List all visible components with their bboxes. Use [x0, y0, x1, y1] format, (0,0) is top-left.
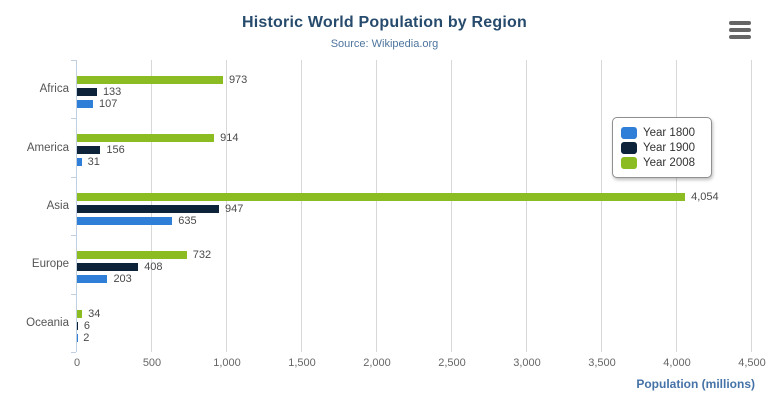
- category-axis-tick: [71, 60, 76, 61]
- bar-year-1900[interactable]: [77, 204, 220, 213]
- x-axis-title: Population (millions): [636, 377, 755, 391]
- gridline: [226, 60, 227, 352]
- bar-year-1900[interactable]: [77, 88, 97, 96]
- category-axis-tick: [71, 352, 76, 353]
- plot-area: 973 133 107 914 156 31 4,054 947 635 732 408 203 34 6…: [71, 60, 752, 353]
- bar-value-label: 133: [102, 86, 122, 98]
- x-tick-label: 3,500: [588, 357, 616, 369]
- bar-value-label: 947: [225, 202, 244, 215]
- bar-year-2008[interactable]: [77, 192, 686, 201]
- gridline: [601, 60, 602, 352]
- bar-year-2008[interactable]: [77, 251, 187, 260]
- category-axis-tick: [71, 294, 76, 295]
- category-axis-tick: [71, 235, 76, 236]
- gridline: [451, 60, 452, 352]
- category-axis-tick: [71, 177, 76, 178]
- gridline: [301, 60, 302, 352]
- x-tick-label: 1,500: [288, 357, 316, 369]
- chart-title: Historic World Population by Region: [242, 14, 527, 31]
- bar-year-1900[interactable]: [77, 146, 101, 155]
- bar-year-1900[interactable]: [77, 263, 139, 272]
- legend-swatch-icon: [621, 156, 637, 169]
- bar-group-europe: 732 408 203: [77, 235, 752, 293]
- x-tick-label: 500: [142, 357, 162, 369]
- x-tick-label: 2,500: [438, 357, 466, 369]
- category-label-oceania: Oceania: [26, 316, 69, 329]
- legend-item-year-1900[interactable]: Year 1900: [621, 140, 703, 155]
- legend-item-label: Year 2008: [643, 156, 696, 169]
- x-tick-label: 4,500: [738, 357, 766, 369]
- legend-box: Year 1800 Year 1900 Year 2008: [612, 117, 712, 178]
- hamburger-bar: [729, 21, 751, 25]
- legend-item-label: Year 1800: [643, 126, 696, 139]
- category-axis-line: [76, 60, 77, 352]
- gridline: [676, 60, 677, 352]
- bar-value-label: 732: [192, 249, 212, 262]
- category-label-europe: Europe: [31, 258, 69, 271]
- gridline: [376, 60, 377, 352]
- category-label-america: America: [26, 141, 69, 154]
- bar-value-label: 973: [228, 74, 248, 86]
- bar-group-oceania: 34 6 2: [77, 294, 752, 352]
- chart-subtitle: Source: Wikipedia.org: [330, 38, 439, 50]
- legend-item-year-1800[interactable]: Year 1800: [621, 125, 703, 140]
- hamburger-bar: [729, 28, 751, 32]
- bar-value-label: 31: [87, 156, 100, 169]
- x-tick-label: 3,000: [513, 357, 541, 369]
- category-axis-tick: [71, 118, 76, 119]
- bar-value-label: 6: [83, 319, 91, 332]
- hamburger-bar: [729, 35, 751, 39]
- bar-year-2008[interactable]: [77, 309, 83, 318]
- bar-year-1800[interactable]: [77, 275, 108, 284]
- bar-value-label: 203: [113, 273, 132, 286]
- bar-year-1800[interactable]: [77, 100, 94, 108]
- bar-year-1800[interactable]: [77, 216, 173, 225]
- bar-group-africa: 973 133 107: [77, 60, 752, 118]
- bar-value-label: 107: [99, 98, 118, 110]
- legend-item-label: Year 1900: [643, 141, 696, 154]
- bar-value-label: 156: [106, 144, 125, 157]
- gridline: [526, 60, 527, 352]
- bar-value-label: 34: [88, 307, 101, 320]
- category-label-africa: Africa: [39, 83, 69, 96]
- bar-year-2008[interactable]: [77, 76, 223, 84]
- bar-value-label: 914: [220, 132, 239, 145]
- category-label-asia: Asia: [46, 199, 69, 212]
- legend-swatch-icon: [621, 141, 637, 154]
- bar-year-1900[interactable]: [77, 321, 78, 330]
- x-tick-label: 0: [73, 357, 81, 369]
- bar-value-label: 635: [178, 214, 197, 227]
- bar-value-label: 408: [144, 261, 163, 274]
- bar-group-asia: 4,054 947 635: [77, 177, 752, 235]
- x-tick-label: 1,000: [213, 357, 241, 369]
- bar-group-america: 914 156 31: [77, 118, 752, 176]
- x-tick-label: 4,000: [663, 357, 691, 369]
- bar-year-2008[interactable]: [77, 134, 215, 143]
- gridline: [751, 60, 752, 352]
- bar-year-1800[interactable]: [77, 158, 82, 167]
- legend-swatch-icon: [621, 126, 637, 139]
- x-tick-label: 2,000: [363, 357, 391, 369]
- bar-value-label: 4,054: [691, 190, 719, 203]
- bar-value-label: 2: [83, 331, 90, 344]
- hamburger-menu-icon[interactable]: [725, 18, 755, 42]
- legend-item-year-2008[interactable]: Year 2008: [621, 155, 703, 170]
